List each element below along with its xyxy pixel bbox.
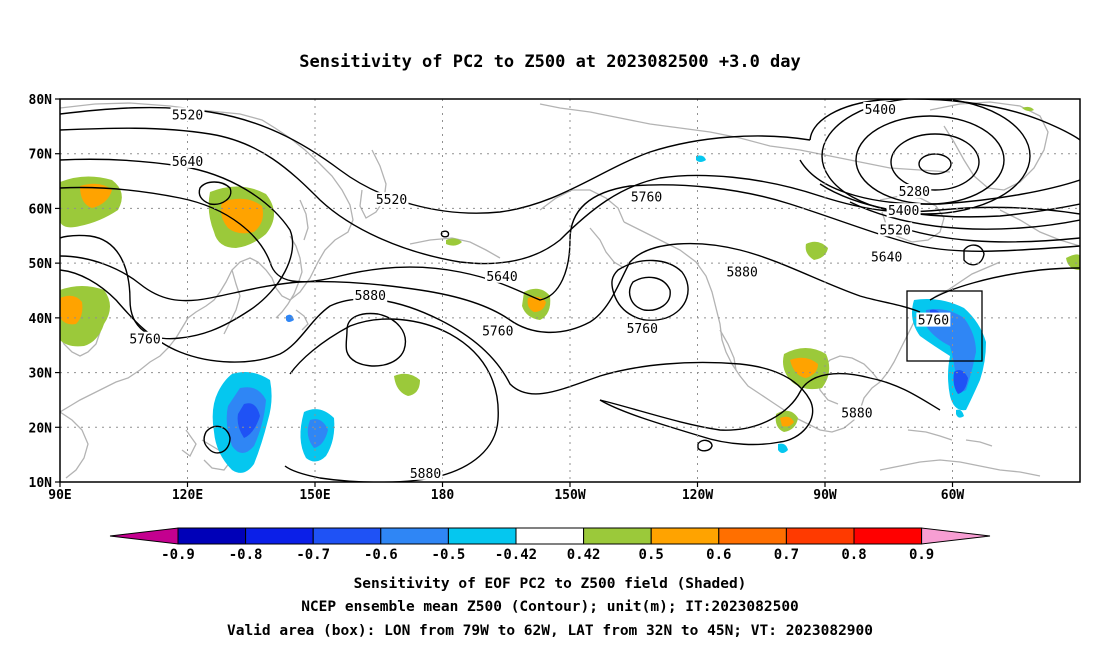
contour-label-background [839,405,874,420]
lon-tick-label: 90W [813,488,837,503]
colorbar-low-triangle [109,527,179,545]
footer-line-valid-area: Valid area (box): LON from 79W to 62W, L… [227,623,873,639]
contour-labels: 5520 5640 5520 5640 5760 5760 5760 5880 5880 5760… [128,101,951,482]
lat-tick-label: 30N [29,367,53,382]
colorbar-label: -0.6 [364,547,398,563]
valid-area-box [906,290,983,362]
colorbar-high-triangle [921,527,991,545]
contour-label-background [170,107,205,122]
colorbar-segment [245,527,314,545]
contour-label-background [353,287,388,302]
colorbar-label: -0.9 [161,547,195,563]
colorbar-label: -0.42 [495,547,537,563]
lon-tick-label: 60W [941,488,965,503]
contour-label: 5280 [899,185,930,200]
contour-label-background [629,189,664,204]
contour-label-background [374,192,409,207]
lat-tick-label: 10N [29,476,53,491]
colorbar-label: -0.8 [229,547,263,563]
colorbar-label: 0.6 [706,547,731,563]
lon-tick-label: 150W [554,488,585,503]
colorbar-segment [380,527,449,545]
colorbar-segment [515,527,585,545]
contour-label-background [480,323,515,338]
contour-label: 5760 [918,314,949,329]
colorbar-label: -0.5 [432,547,466,563]
contour-label-background [625,320,660,335]
contour-label: 5520 [172,108,203,123]
lat-tick-label: 20N [29,421,53,436]
figure-title: Sensitivity of PC2 to Z500 at 2023082500… [299,52,801,72]
lon-tick-label: 90E [48,488,71,503]
lat-tick-label: 50N [29,257,53,272]
contour-label: 5400 [888,204,919,219]
colorbar-label: 0.7 [774,547,799,563]
colorbar-label: 0.42 [567,547,601,563]
colorbar-label: 0.8 [841,547,866,563]
colorbar-segment [583,527,652,545]
colorbar-label: 0.9 [909,547,934,563]
lon-tick-label: 150E [299,488,330,503]
contour-label: 5520 [376,193,407,208]
colorbar-label: 0.5 [639,547,664,563]
contour-label-background [897,184,932,199]
contour-label: 5880 [726,265,757,280]
lat-tick-label: 60N [29,202,53,217]
contour-label-background [170,153,205,168]
lat-tick-label: 70N [29,148,53,163]
contour-label-background [863,101,898,116]
longitude-axis: 90E 120E 150E 180 150W 120W 90W 60W [48,482,964,503]
lon-tick-label: 180 [431,488,455,503]
contour-label-background [916,312,951,327]
colorbar-segment [177,527,247,545]
lat-tick-label: 40N [29,312,53,327]
contour-label-background [128,331,162,346]
colorbar: -0.9 -0.8 -0.7 -0.6 -0.5 -0.42 0.42 0.5 0.6 0.7 0.… [109,527,991,563]
contour-label: 5400 [865,103,896,118]
contour-label: 5760 [482,325,513,340]
colorbar-segment [312,527,382,545]
lat-tick-label: 80N [29,93,53,108]
contour-label: 5640 [172,155,203,170]
contour-label: 5760 [627,322,658,337]
contour-label: 5760 [631,190,662,205]
footer-line-shading: Sensitivity of EOF PC2 to Z500 field (Sh… [354,576,747,592]
colorbar-segment [853,527,923,545]
footer-line-contour: NCEP ensemble mean Z500 (Contour); unit(… [301,599,799,615]
contour-label: 5640 [871,251,902,266]
contour-label: 5880 [410,467,441,482]
colorbar-segment [447,527,517,545]
latitude-axis: 80N 70N 60N 50N 40N 30N 20N 10N [29,93,60,491]
colorbar-segment [650,527,720,545]
sensitivity-shading [60,106,1080,473]
contour-label-background [408,465,443,480]
colorbar-segment [718,527,787,545]
lon-tick-label: 120W [682,488,713,503]
contour-label: 5880 [841,407,872,422]
contour-label-background [485,268,519,283]
contour-label: 5640 [486,270,517,285]
contour-label-background [878,222,913,237]
contour-label-background [886,203,921,218]
contour-label-background [869,249,904,264]
graticule [60,99,1080,482]
contour-label: 5880 [355,289,386,304]
colorbar-segment [785,527,855,545]
contour-label: 5760 [129,333,160,348]
plot-area: 5520 5640 5520 5640 5760 5760 5760 5880 5880 5760… [59,98,1081,483]
contour-label-background [725,264,760,279]
contour-label: 5520 [879,223,910,238]
lon-tick-label: 120E [172,488,203,503]
colorbar-label: -0.7 [296,547,330,563]
